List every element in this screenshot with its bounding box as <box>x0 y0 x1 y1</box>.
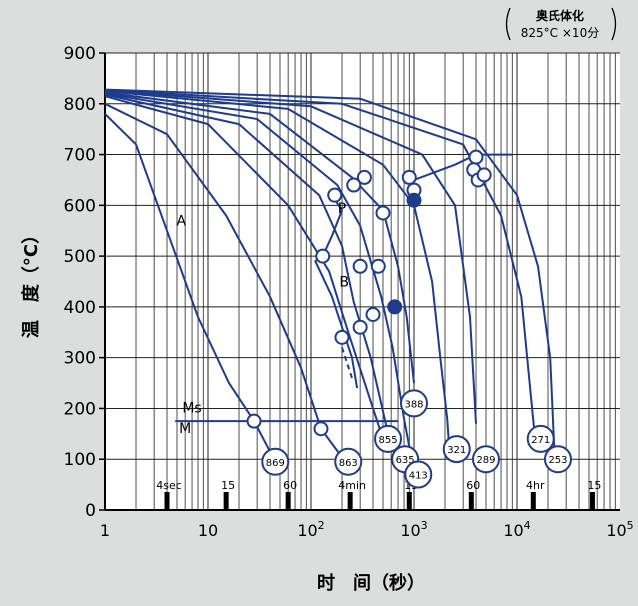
open-marker <box>328 189 341 202</box>
time-marker-label: 4sec <box>156 479 182 492</box>
open-marker <box>478 168 491 181</box>
note-line-2: 825°C ×10分 <box>521 26 599 40</box>
open-marker <box>372 260 385 273</box>
x-tick-label: 102 <box>297 519 324 540</box>
y-tick-label: 900 <box>64 44 96 64</box>
open-marker <box>248 415 261 428</box>
time-marker-tick <box>286 492 291 510</box>
hardness-label: 869 <box>266 458 285 469</box>
y-tick-label: 400 <box>64 298 96 318</box>
y-tick-label: 700 <box>64 146 96 166</box>
x-tick-exponent: 2 <box>318 519 325 532</box>
x-tick-label: 105 <box>606 519 633 540</box>
x-tick-label: 1 <box>100 521 110 540</box>
filled-marker <box>407 193 421 207</box>
open-marker <box>316 250 329 263</box>
region-label: M <box>179 421 191 437</box>
time-marker-tick <box>531 492 536 510</box>
y-tick-label: 800 <box>64 95 96 115</box>
x-tick-label: 10 <box>198 521 218 540</box>
time-marker-tick <box>407 492 412 510</box>
note-line-1: 奥氏体化 <box>536 8 584 23</box>
hardness-label: 855 <box>379 435 398 446</box>
x-tick-exponent: 4 <box>524 519 531 532</box>
y-tick-label: 0 <box>85 501 96 521</box>
hardness-label: 388 <box>404 399 423 410</box>
time-marker-tick <box>165 492 170 510</box>
x-tick-exponent: 5 <box>627 519 634 532</box>
region-label: B <box>339 275 349 291</box>
x-tick-exponent: 3 <box>421 519 428 532</box>
open-marker <box>354 260 367 273</box>
open-marker <box>376 206 389 219</box>
time-marker-label: 60 <box>283 479 297 492</box>
open-marker <box>403 171 416 184</box>
open-marker <box>347 179 360 192</box>
y-tick-label: 500 <box>64 247 96 267</box>
hardness-label: 253 <box>548 455 567 466</box>
region-label: P <box>338 201 346 217</box>
note-bracket-right <box>612 8 616 40</box>
y-tick-label: 600 <box>64 196 96 216</box>
time-marker-tick <box>224 492 229 510</box>
x-tick-label: 104 <box>503 519 530 540</box>
time-marker-tick <box>590 492 595 510</box>
open-marker <box>354 321 367 334</box>
time-marker-label: 60 <box>466 479 480 492</box>
open-marker <box>470 151 483 164</box>
open-marker <box>336 331 349 344</box>
note-bracket-left <box>507 8 511 40</box>
time-marker-tick <box>469 492 474 510</box>
open-marker <box>314 422 327 435</box>
x-tick-label: 103 <box>400 519 427 540</box>
time-marker-label: 4min <box>338 479 366 492</box>
hardness-label: 271 <box>531 435 550 446</box>
y-tick-label: 200 <box>64 399 96 419</box>
y-axis-title: 温 度（°C） <box>20 226 42 338</box>
y-tick-label: 300 <box>64 349 96 369</box>
region-label: Ms <box>182 401 201 417</box>
hardness-label: 863 <box>339 458 358 469</box>
filled-marker <box>388 300 402 314</box>
region-label: A <box>176 214 186 230</box>
hardness-label: 321 <box>447 445 466 456</box>
x-axis-title: 时 间（秒） <box>317 572 425 594</box>
time-marker-label: 15 <box>221 479 235 492</box>
open-marker <box>367 308 380 321</box>
time-marker-tick <box>348 492 353 510</box>
time-marker-label: 15 <box>587 479 601 492</box>
hardness-label: 413 <box>409 470 428 481</box>
time-marker-label: 4hr <box>526 479 545 492</box>
y-tick-label: 100 <box>64 450 96 470</box>
hardness-label: 289 <box>476 455 495 466</box>
